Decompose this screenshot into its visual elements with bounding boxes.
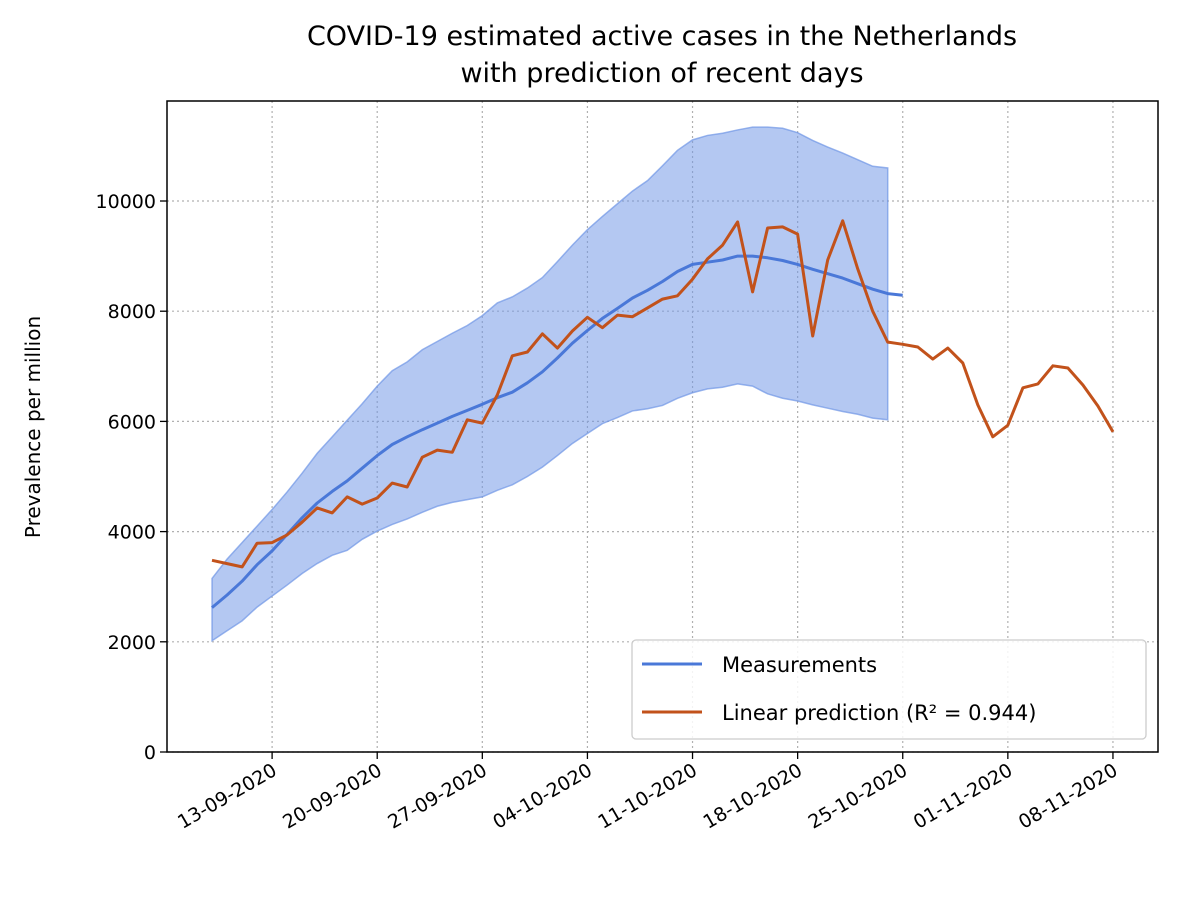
- legend-box: [631, 639, 1147, 740]
- y-tick-label: 4000: [108, 522, 156, 544]
- x-tick-label: 01-11-2020: [910, 759, 1017, 833]
- x-tick-label: 25-10-2020: [805, 759, 912, 833]
- x-tick-label: 20-09-2020: [279, 759, 386, 833]
- x-tick-label: 13-09-2020: [174, 759, 281, 833]
- x-tick-label: 27-09-2020: [384, 759, 491, 833]
- legend-label: Linear prediction (R² = 0.944): [722, 701, 1036, 725]
- chart-subtitle: with prediction of recent days: [460, 58, 863, 89]
- legend-label: Measurements: [722, 653, 877, 677]
- x-tick-label: 11-10-2020: [594, 759, 701, 833]
- data-line: [211, 219, 1115, 569]
- x-tick-label: 08-11-2020: [1015, 759, 1122, 833]
- axes-frame: [166, 100, 1159, 753]
- x-tick-label: 18-10-2020: [700, 759, 807, 833]
- x-tick-label: 04-10-2020: [489, 759, 596, 833]
- y-tick-label: 0: [144, 742, 156, 764]
- y-tick-label: 6000: [108, 411, 156, 433]
- data-line: [211, 254, 903, 609]
- y-tick-label: 10000: [96, 191, 156, 213]
- y-axis-label: Prevalence per million: [21, 316, 45, 538]
- y-tick-label: 8000: [108, 301, 156, 323]
- chart-title: COVID-19 estimated active cases in the N…: [307, 21, 1017, 52]
- y-tick-label: 2000: [108, 632, 156, 654]
- confidence-band: [211, 126, 889, 643]
